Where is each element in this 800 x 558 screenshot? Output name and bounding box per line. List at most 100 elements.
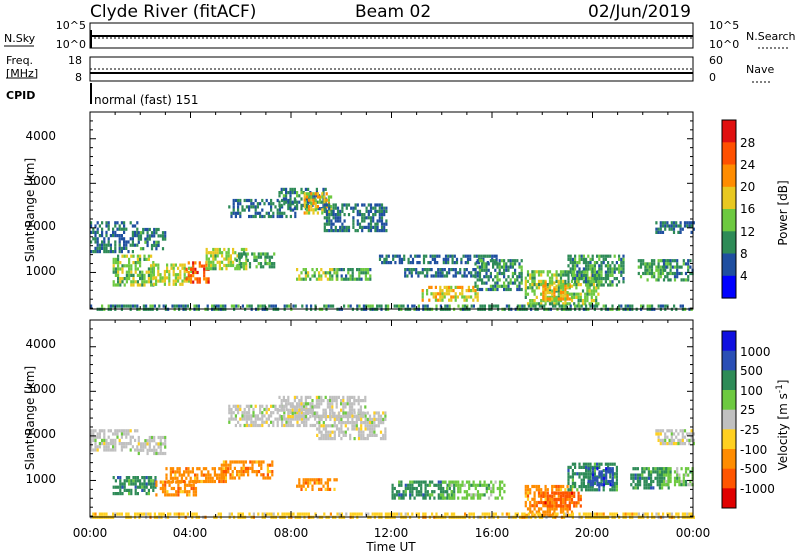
power-echo-region (235, 252, 276, 269)
power-colorbar-segment (722, 120, 736, 143)
velocity-echo-region (655, 429, 695, 446)
date-title: 02/Jun/2019 (588, 2, 691, 22)
velocity-colorbar-segment (722, 488, 736, 509)
velocity-colorbar-segment (722, 409, 736, 430)
vel-ytick-2000: 2000 (25, 427, 56, 441)
velocity-heatmap-panel: Slant Range [km] (23, 319, 695, 519)
power-cbar-tick-28: 28 (740, 136, 755, 150)
power-ytick-2000: 2000 (25, 219, 56, 233)
power-echo-region (655, 221, 695, 234)
nsky-tick-top: 10^5 (56, 19, 86, 32)
power-heatmap-panel: Slant Range [km] (23, 111, 695, 311)
power-ylabel: Slant Range [km] (23, 158, 37, 262)
power-colorbar (721, 119, 737, 299)
power-echo-region (185, 261, 210, 284)
power-cbar-tick-16: 16 (740, 202, 755, 216)
power-colorbar-segment (722, 142, 736, 166)
velocity-colorbar-segment (722, 390, 736, 411)
power-ytick-3000: 3000 (25, 174, 56, 188)
power-echo-region (336, 268, 372, 281)
nave-tick-top: 60 (709, 54, 723, 67)
power-echo-region (296, 268, 338, 281)
power-cbar-tick-4: 4 (740, 269, 748, 283)
vel-ytick-4000: 4000 (25, 337, 56, 351)
power-cbar-tick-12: 12 (740, 225, 755, 239)
power-colorbar-segment (722, 253, 736, 277)
power-echo-region (152, 263, 193, 286)
nave-label: Nave (746, 63, 774, 76)
velocity-echo-region (441, 480, 506, 500)
xtick-2400: 00:00 (676, 526, 711, 540)
velocity-echo-region (316, 411, 387, 441)
power-echo-region (323, 203, 388, 233)
vel-cbar-tick-25: 25 (740, 403, 755, 417)
nsearch-tick-top: 10^5 (709, 19, 739, 32)
freq-label: Freq. (6, 54, 33, 67)
velocity-colorbar-segment (722, 331, 736, 352)
velocity-echo-region (220, 460, 274, 480)
velocity-echo-region (90, 429, 139, 452)
power-echo-region (90, 221, 139, 254)
vel-cbar-tick-100: 100 (740, 384, 763, 398)
nsky-tick-bottom: 10^0 (56, 38, 86, 51)
xtick-2000: 20:00 (575, 526, 610, 540)
velocity-cbar-label: Velocity [m s-1] (775, 380, 790, 471)
velocity-colorbar-segment (722, 350, 736, 371)
velocity-echo-region (112, 476, 157, 496)
beam-title: Beam 02 (355, 2, 431, 22)
freq-tick-bottom: 8 (75, 71, 82, 84)
power-data-layer (90, 187, 695, 311)
vel-cbar-tick-neg1000: -1000 (740, 482, 775, 496)
power-cbar-tick-24: 24 (740, 158, 755, 172)
power-echo-region (205, 247, 248, 271)
xtick-1200: 12:00 (374, 526, 409, 540)
power-echo-region (662, 259, 694, 282)
cpid-value: normal (fast) 151 (94, 93, 198, 107)
velocity-ylabel: Slant Range [km] (23, 366, 37, 470)
power-echo-region (542, 281, 574, 301)
power-cbar-tick-8: 8 (740, 247, 748, 261)
power-echo-region (112, 254, 155, 287)
velocity-colorbar-segment (722, 370, 736, 391)
nsky-panel: 10^5 10^0 10^5 10^0 N.Sky N.Search (4, 19, 796, 51)
nsearch-label: N.Search (746, 30, 796, 43)
vel-cbar-tick-1000: 1000 (740, 345, 771, 359)
power-cbar-label: Power [dB] (776, 180, 790, 245)
velocity-echo-region (542, 491, 582, 508)
power-echo-region (474, 259, 523, 292)
vel-cbar-tick-neg500: -500 (740, 462, 767, 476)
velocity-echo-region (165, 467, 230, 484)
station-title: Clyde River (fitACF) (90, 2, 256, 22)
velocity-colorbar-segment (722, 468, 736, 489)
velocity-echo-region (391, 480, 456, 500)
power-ytick-1000: 1000 (25, 264, 56, 278)
power-ytick-4000: 4000 (25, 129, 56, 143)
cpid-label: CPID (6, 89, 35, 102)
power-colorbar-segment (722, 209, 736, 232)
velocity-echo-region (296, 478, 338, 491)
power-colorbar-segment (722, 186, 736, 210)
velocity-colorbar (721, 330, 737, 509)
freq-panel: 18 8 60 0 Freq. [MHz] Nave (6, 54, 774, 84)
velocity-data-layer (90, 395, 695, 519)
vel-cbar-tick-500: 500 (740, 364, 763, 378)
xtick-1600: 16:00 (475, 526, 510, 540)
vel-cbar-tick-neg100: -100 (740, 443, 767, 457)
vel-cbar-tick-neg25: -25 (740, 423, 760, 437)
nsearch-tick-bottom: 10^0 (709, 38, 739, 51)
freq-unit-label: [MHz] (6, 67, 38, 80)
freq-tick-top: 18 (68, 54, 82, 67)
velocity-echo-region (587, 467, 614, 487)
velocity-echo-region (662, 467, 694, 487)
power-echo-region (567, 254, 625, 287)
power-colorbar-segment (722, 231, 736, 255)
x-axis-label: Time UT (365, 540, 416, 554)
nsky-label: N.Sky (4, 32, 36, 45)
power-cbar-tick-20: 20 (740, 180, 755, 194)
power-colorbar-segment (722, 275, 736, 299)
nave-tick-bottom: 0 (709, 71, 716, 84)
velocity-colorbar-segment (722, 449, 736, 470)
power-echo-region (404, 268, 482, 278)
velocity-echo-region (90, 512, 695, 519)
